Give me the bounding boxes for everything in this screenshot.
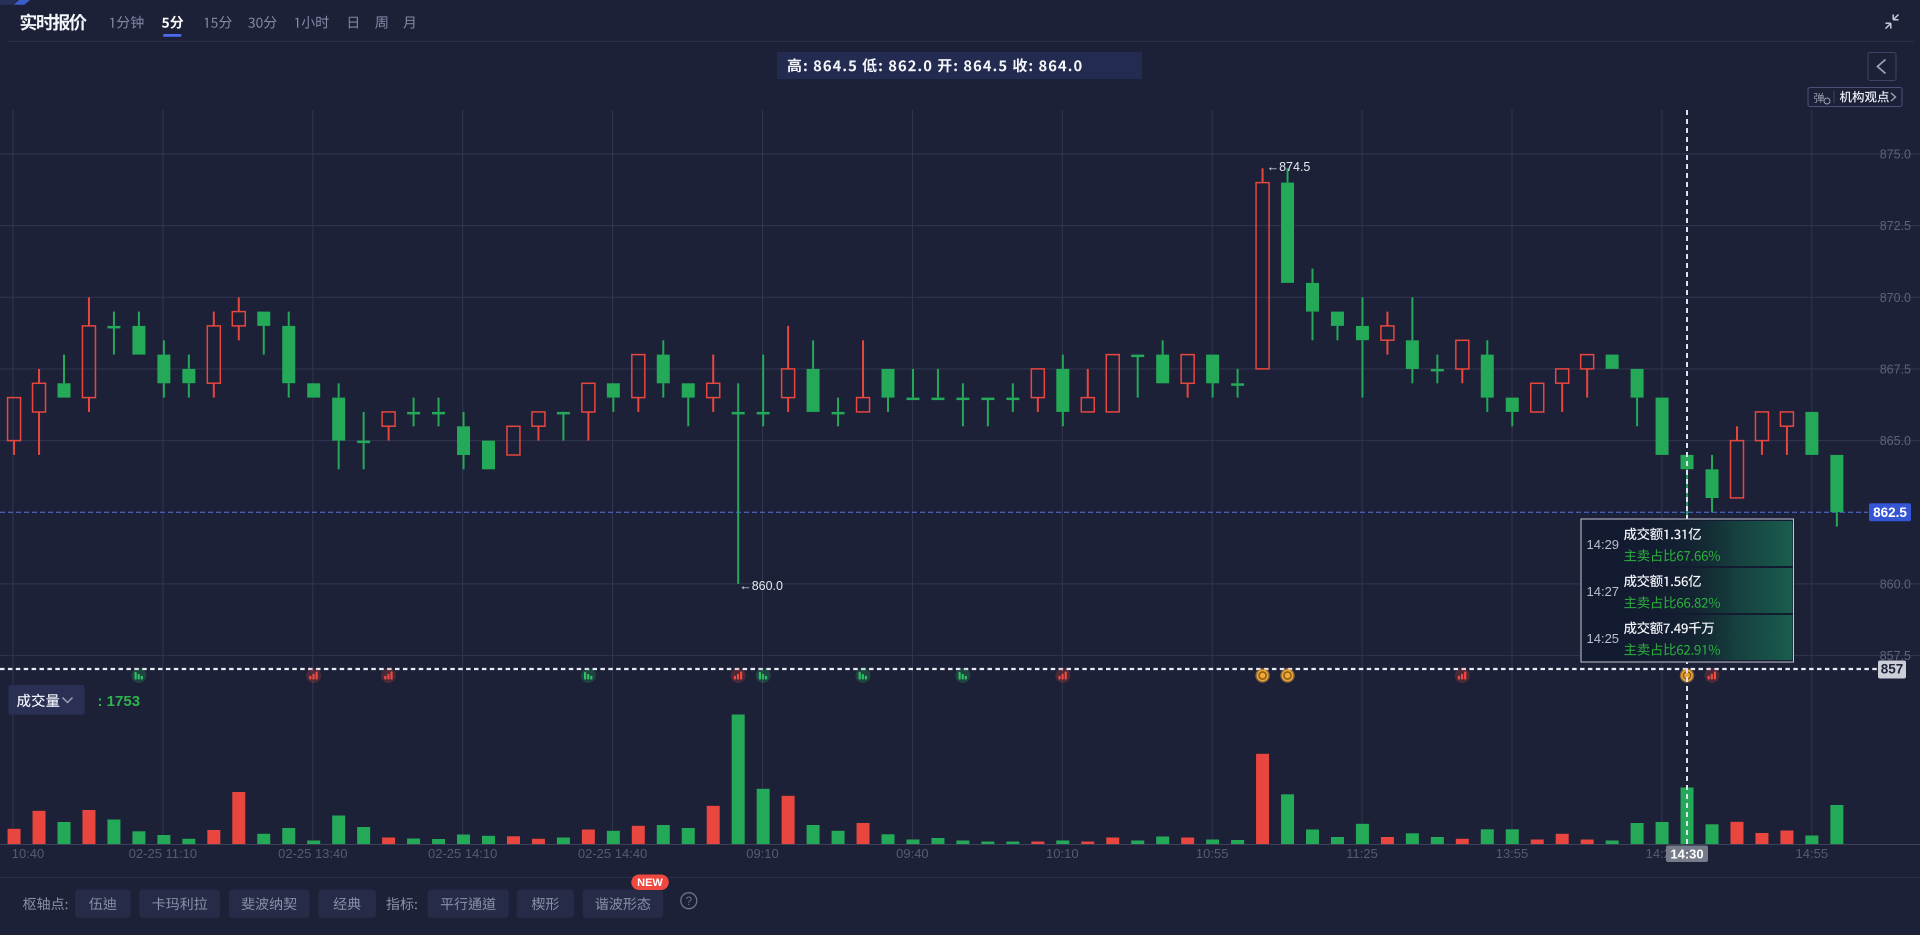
svg-text:857: 857 — [1881, 662, 1904, 677]
svg-text:867.5: 867.5 — [1880, 362, 1911, 376]
svg-text:?: ? — [686, 896, 692, 908]
svg-text:14:29: 14:29 — [1587, 537, 1620, 552]
svg-text:857.5: 857.5 — [1880, 649, 1911, 663]
svg-text:870.0: 870.0 — [1880, 291, 1911, 305]
svg-text:872.5: 872.5 — [1880, 219, 1911, 233]
svg-text:13:55: 13:55 — [1496, 846, 1529, 861]
svg-text:02-25 11:10: 02-25 11:10 — [129, 846, 197, 861]
svg-text:862.5: 862.5 — [1873, 505, 1907, 520]
svg-text:875.0: 875.0 — [1880, 148, 1911, 162]
svg-text:10:40: 10:40 — [12, 846, 45, 861]
svg-text:←860.0: ←860.0 — [739, 579, 783, 593]
svg-text:14:55: 14:55 — [1796, 846, 1829, 861]
svg-text:14:30: 14:30 — [1670, 847, 1703, 862]
svg-text:14:25: 14:25 — [1587, 631, 1620, 646]
svg-text:: 1753: : 1753 — [98, 693, 141, 710]
svg-text:860.0: 860.0 — [1880, 577, 1911, 591]
svg-text:02-25 13:40: 02-25 13:40 — [278, 846, 347, 861]
svg-text:NEW: NEW — [637, 877, 663, 889]
svg-text:←874.5: ←874.5 — [1267, 160, 1311, 174]
svg-text:02-25 14:10: 02-25 14:10 — [428, 846, 497, 861]
svg-text:02-25 14:40: 02-25 14:40 — [578, 846, 647, 861]
svg-text:11:25: 11:25 — [1346, 846, 1378, 861]
svg-text:10:55: 10:55 — [1196, 846, 1229, 861]
svg-text:10:10: 10:10 — [1046, 846, 1079, 861]
svg-text:09:40: 09:40 — [896, 846, 929, 861]
svg-text:865.0: 865.0 — [1880, 434, 1911, 448]
svg-text:09:10: 09:10 — [746, 846, 779, 861]
svg-text:14:27: 14:27 — [1587, 584, 1620, 599]
